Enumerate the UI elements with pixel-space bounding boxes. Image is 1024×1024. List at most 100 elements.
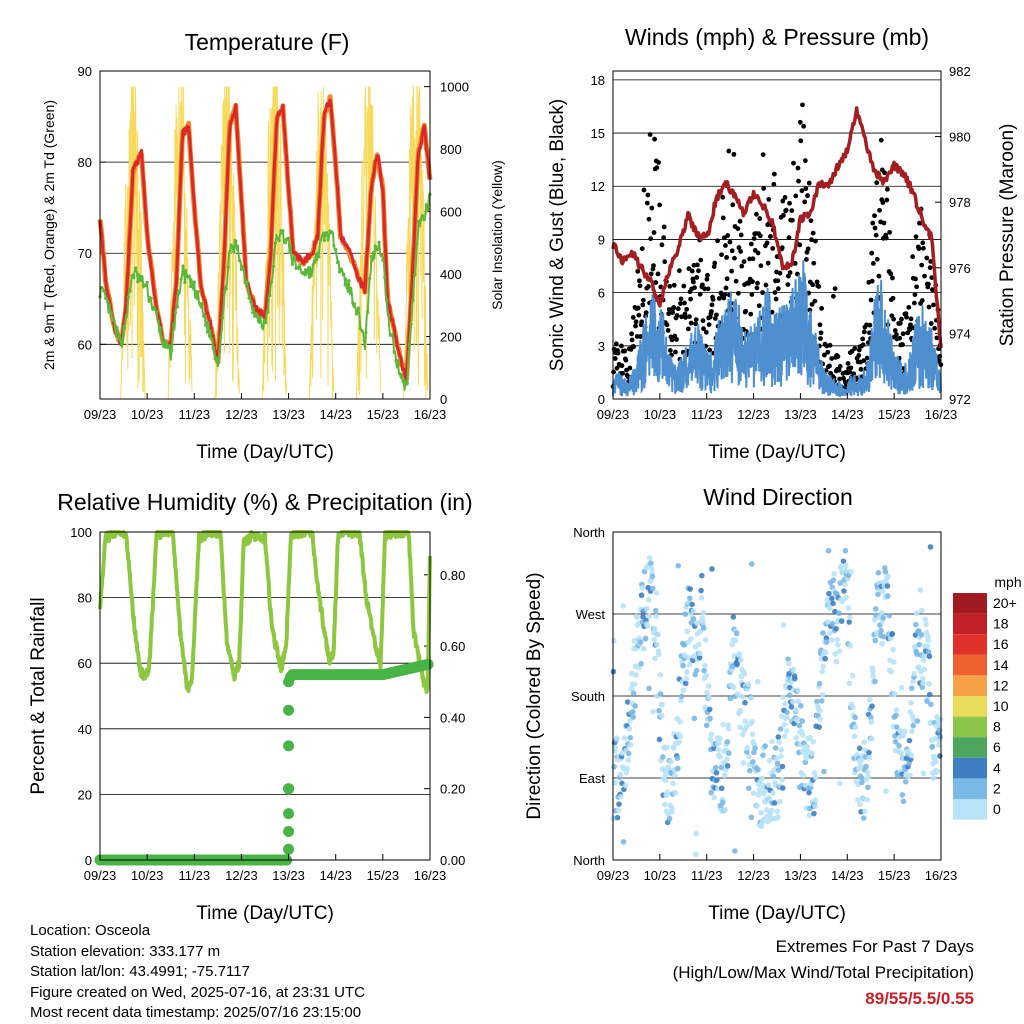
direction-point [783,728,790,734]
colorbar-swatch [953,696,987,717]
gust-point [760,290,765,295]
direction-point [872,606,879,612]
gust-point [786,273,791,279]
gust-point [747,256,753,262]
direction-point [922,616,929,623]
direction-point [786,692,793,699]
gust-point [832,286,838,292]
direction-point [810,739,816,745]
dewpoint-line-point [173,310,178,315]
dewpoint-line-point [251,311,255,315]
direction-point [909,728,915,734]
dewpoint-line-point [111,317,115,321]
gust-point [851,371,857,377]
dewpoint-line-point [311,262,315,267]
gust-point [837,364,843,369]
gust-point [666,311,672,317]
direction-point [849,672,856,679]
direction-point [712,764,719,771]
gust-point [777,270,783,276]
direction-point [732,848,738,854]
dewpoint-line-point [356,306,360,310]
dewpoint-line-point [317,255,321,259]
gust-point [764,240,770,246]
temperature-xtick-label: 15/23 [367,407,400,422]
direction-point [869,668,876,675]
gust-point [893,332,899,337]
direction-point [770,773,777,780]
dewpoint-line-point [320,234,325,238]
direction-point [702,662,708,669]
temperature-ytick-label: 90 [78,64,92,79]
direction-point [649,585,656,592]
direction-point [675,765,681,772]
dewpoint-line-point [383,275,387,279]
direction-point [748,561,755,567]
dewpoint-line-point [345,285,349,290]
gust-point [710,297,716,302]
gust-point [656,160,661,165]
rh-ytick-label: 0 [85,853,92,868]
gust-point [712,316,718,321]
gust-point [704,276,710,282]
wind-xtick-label: 09/23 [597,407,630,422]
gust-point [841,375,846,381]
direction-point [627,734,634,741]
direction-point [899,771,905,777]
direction-xtick-label: 15/23 [878,868,911,883]
gust-point [724,276,730,282]
gust-point [904,314,909,320]
direction-point [729,663,736,670]
direction-point [923,621,929,628]
gust-point [682,300,687,306]
direction-point [618,794,624,800]
direction-point [910,722,917,729]
solar-insolation-line [214,86,240,400]
dewpoint-line-point [139,278,144,282]
wind-title: Winds (mph) & Pressure (mb) [625,24,929,50]
gust-point [779,245,785,251]
direction-point [630,690,637,697]
direction-point [831,571,837,577]
gust-point [749,292,755,297]
direction-point [865,784,871,791]
direction-point [790,698,796,705]
direction-point [662,777,669,784]
gust-point [715,238,720,244]
gust-point [691,279,696,285]
gust-point [783,207,789,213]
direction-point [732,637,739,644]
gust-point [685,326,691,332]
gust-point [852,346,858,351]
dewpoint-line-point [170,348,174,352]
rh-ytick-label: 80 [78,591,92,606]
dewpoint-line-point [334,247,338,252]
gust-point [929,275,935,281]
direction-point [616,801,622,807]
direction-point [920,657,927,663]
wind-xlabel: Time (Day/UTC) [708,442,846,463]
direction-point [631,681,638,688]
dewpoint-line-point [192,280,196,284]
gust-point [920,240,926,246]
dewpoint-line-point [392,350,396,354]
gust-point [705,286,711,292]
direction-point [869,703,875,709]
direction-point [626,726,633,732]
gust-point [837,376,843,382]
gust-point [864,355,870,361]
solar-ytick-label: 200 [440,330,462,345]
wind-xtick-label: 16/23 [925,407,958,422]
gust-point [926,281,931,287]
gust-point [684,306,690,312]
direction-point [660,754,666,760]
direction-point [907,772,913,779]
gust-point [802,158,808,164]
gust-point [688,320,694,326]
temperature-xlabel: Time (Day/UTC) [196,442,334,463]
colorbar-label: 8 [993,719,1001,735]
dewpoint-line-point [241,267,245,271]
gust-point [795,165,801,171]
rh-ytick-label: 20 [78,787,92,802]
direction-point [862,808,868,815]
